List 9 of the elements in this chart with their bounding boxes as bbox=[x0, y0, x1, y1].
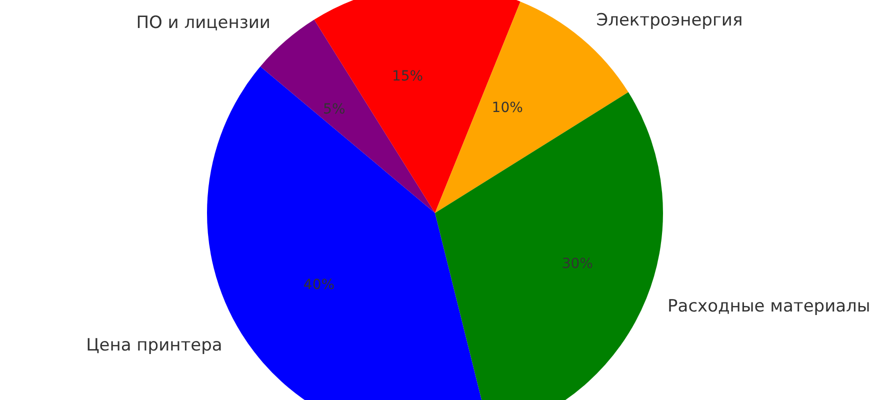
slice-label: Электроэнергия bbox=[596, 10, 743, 30]
slice-label: Цена принтера bbox=[86, 335, 222, 356]
data-label: 30% bbox=[562, 256, 593, 272]
slice-label: Расходные материалы bbox=[668, 296, 870, 316]
data-label: 15% bbox=[392, 68, 424, 84]
data-label: 10% bbox=[492, 100, 523, 116]
data-label: 5% bbox=[323, 101, 346, 118]
data-label: 40% bbox=[303, 277, 335, 294]
slice-label: ПО и лицензии bbox=[136, 13, 270, 34]
